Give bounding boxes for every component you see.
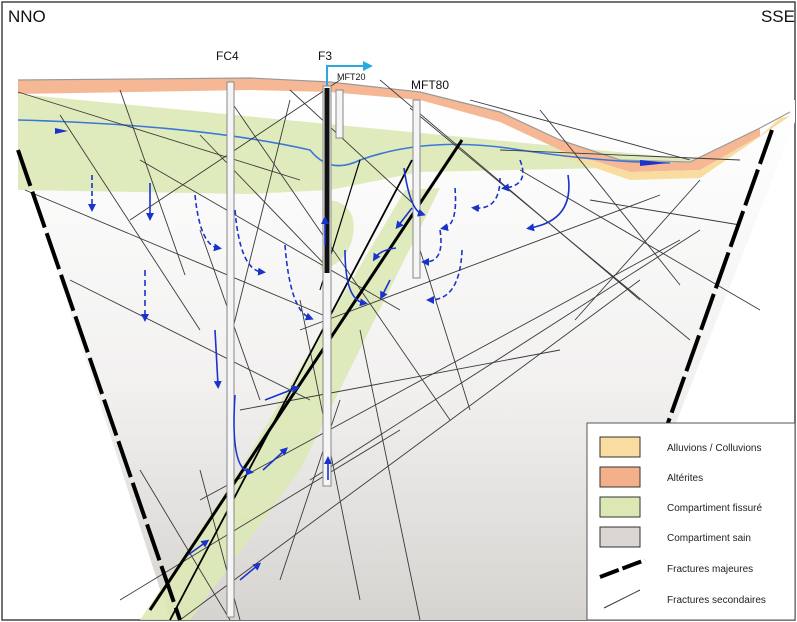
- legend-item-fractures-majeures: Fractures majeures: [599, 558, 753, 579]
- secondary-fracture: [59, 114, 201, 331]
- major-fracture-central: [148, 139, 464, 611]
- legend-swatch-alluvions: [599, 436, 641, 458]
- legend-label-alterites: Altérites: [667, 473, 703, 484]
- well-fc4: [226, 81, 235, 618]
- legend-symbol-major-fracture: [599, 558, 646, 579]
- alterites-layer: [18, 78, 760, 172]
- legend-label-sain: Compartiment sain: [667, 533, 751, 544]
- legend-swatch-fissure: [599, 496, 641, 518]
- legend-item-alterites: Altérites: [599, 466, 703, 488]
- legend-item-fractures-secondaires: Fractures secondaires: [603, 589, 766, 609]
- well-f3-casing: [324, 88, 330, 273]
- legend-label-fractures-secondaires: Fractures secondaires: [667, 595, 766, 606]
- legend-item-fissure: Compartiment fissuré: [599, 496, 762, 518]
- major-fracture-right: [596, 129, 774, 621]
- flow-arrows: [88, 159, 570, 581]
- legend-item-sain: Compartiment sain: [599, 526, 751, 548]
- legend-swatch-sain: [599, 526, 641, 548]
- water-table-arrow: [640, 160, 668, 166]
- well-mft20: [335, 89, 344, 139]
- well-label-fc4: FC4: [216, 49, 239, 63]
- orientation-right-label: SSE: [761, 7, 795, 26]
- major-fracture-left: [16, 149, 182, 621]
- well-label-mft80: MFT80: [411, 78, 449, 92]
- well-label-f3: F3: [318, 49, 332, 63]
- wells: [226, 81, 421, 618]
- legend-swatch-alterites: [599, 466, 641, 488]
- f3-outflow-arrow: [326, 61, 373, 86]
- legend-label-alluvions: Alluvions / Colluvions: [667, 443, 762, 454]
- legend: Alluvions / Colluvions Altérites Compart…: [586, 422, 796, 621]
- well-mft80: [412, 99, 421, 279]
- legend-item-alluvions: Alluvions / Colluvions: [599, 436, 762, 458]
- orientation-left-label: NNO: [8, 7, 46, 26]
- legend-label-fractures-majeures: Fractures majeures: [667, 564, 753, 575]
- compartiment-fissure-upper: [18, 94, 700, 194]
- well-label-mft20: MFT20: [337, 72, 366, 82]
- legend-symbol-secondary-fracture: [603, 589, 641, 609]
- water-table-arrow-left: [55, 128, 68, 134]
- legend-label-fissure: Compartiment fissuré: [667, 503, 762, 514]
- ground-surface: [17, 77, 791, 163]
